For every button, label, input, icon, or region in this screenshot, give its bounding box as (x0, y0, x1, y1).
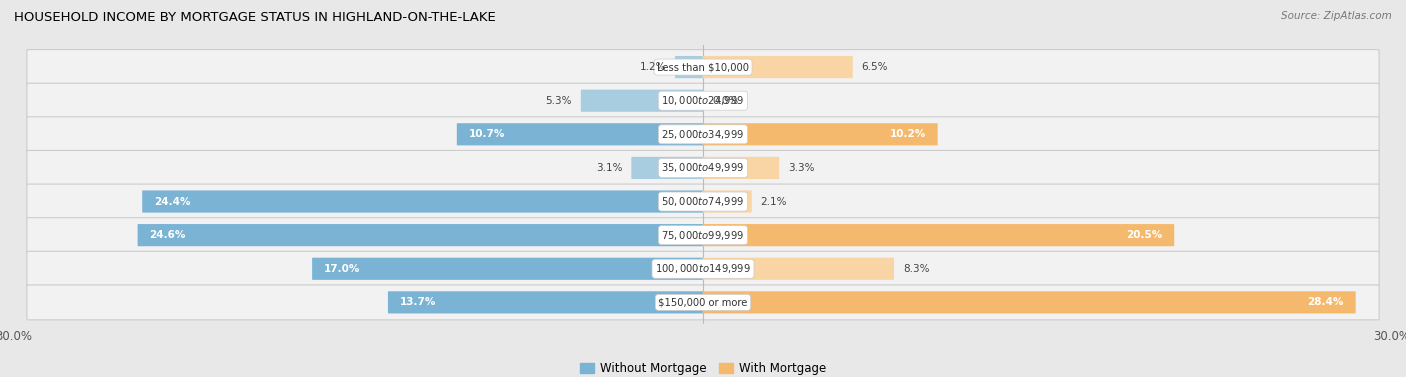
FancyBboxPatch shape (581, 90, 703, 112)
FancyBboxPatch shape (388, 291, 703, 313)
Text: $25,000 to $34,999: $25,000 to $34,999 (661, 128, 745, 141)
Legend: Without Mortgage, With Mortgage: Without Mortgage, With Mortgage (575, 357, 831, 377)
Text: 10.2%: 10.2% (890, 129, 925, 139)
FancyBboxPatch shape (703, 190, 752, 213)
Text: $75,000 to $99,999: $75,000 to $99,999 (661, 228, 745, 242)
FancyBboxPatch shape (27, 184, 1379, 219)
FancyBboxPatch shape (703, 123, 938, 146)
Text: 3.3%: 3.3% (787, 163, 814, 173)
Text: 20.5%: 20.5% (1126, 230, 1163, 240)
Text: $50,000 to $74,999: $50,000 to $74,999 (661, 195, 745, 208)
Text: $100,000 to $149,999: $100,000 to $149,999 (655, 262, 751, 275)
FancyBboxPatch shape (312, 257, 703, 280)
FancyBboxPatch shape (138, 224, 703, 246)
Text: 17.0%: 17.0% (323, 264, 360, 274)
Text: Less than $10,000: Less than $10,000 (657, 62, 749, 72)
Text: $10,000 to $24,999: $10,000 to $24,999 (661, 94, 745, 107)
Text: 6.5%: 6.5% (862, 62, 889, 72)
Text: $150,000 or more: $150,000 or more (658, 297, 748, 307)
Text: 28.4%: 28.4% (1308, 297, 1344, 307)
FancyBboxPatch shape (703, 291, 1355, 313)
Text: 3.1%: 3.1% (596, 163, 623, 173)
FancyBboxPatch shape (675, 56, 703, 78)
Text: 2.1%: 2.1% (761, 196, 787, 207)
FancyBboxPatch shape (27, 218, 1379, 253)
Text: 0.0%: 0.0% (713, 96, 738, 106)
FancyBboxPatch shape (27, 285, 1379, 320)
Text: 24.6%: 24.6% (149, 230, 186, 240)
FancyBboxPatch shape (631, 157, 703, 179)
FancyBboxPatch shape (457, 123, 703, 146)
Text: 13.7%: 13.7% (399, 297, 436, 307)
FancyBboxPatch shape (27, 251, 1379, 286)
FancyBboxPatch shape (703, 157, 779, 179)
Text: $35,000 to $49,999: $35,000 to $49,999 (661, 161, 745, 175)
FancyBboxPatch shape (27, 50, 1379, 84)
FancyBboxPatch shape (703, 56, 852, 78)
FancyBboxPatch shape (703, 257, 894, 280)
FancyBboxPatch shape (142, 190, 703, 213)
Text: 24.4%: 24.4% (155, 196, 191, 207)
Text: 8.3%: 8.3% (903, 264, 929, 274)
Text: 5.3%: 5.3% (546, 96, 572, 106)
FancyBboxPatch shape (27, 150, 1379, 185)
FancyBboxPatch shape (703, 224, 1174, 246)
FancyBboxPatch shape (27, 117, 1379, 152)
Text: Source: ZipAtlas.com: Source: ZipAtlas.com (1281, 11, 1392, 21)
Text: 1.2%: 1.2% (640, 62, 666, 72)
FancyBboxPatch shape (27, 83, 1379, 118)
Text: 10.7%: 10.7% (468, 129, 505, 139)
Text: HOUSEHOLD INCOME BY MORTGAGE STATUS IN HIGHLAND-ON-THE-LAKE: HOUSEHOLD INCOME BY MORTGAGE STATUS IN H… (14, 11, 496, 24)
